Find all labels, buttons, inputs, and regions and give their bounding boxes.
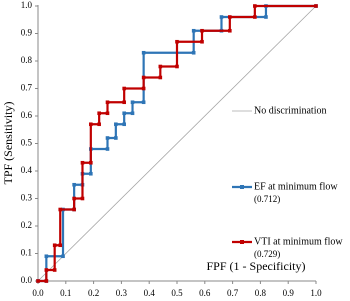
marker (175, 39, 179, 44)
legend-marker (240, 185, 244, 189)
legend-note: (0.712) (254, 194, 280, 204)
marker (61, 254, 65, 259)
marker (122, 86, 126, 91)
marker (200, 39, 204, 44)
marker (97, 111, 101, 116)
marker (158, 75, 163, 80)
marker (44, 279, 49, 283)
y-tick-label: 0.2 (21, 220, 32, 230)
marker (130, 111, 135, 116)
marker (44, 254, 49, 259)
y-tick-label: 0.3 (21, 193, 33, 203)
x-tick-label: 0.6 (199, 288, 211, 298)
x-tick-label: 0.2 (88, 288, 99, 298)
series-line (38, 4, 316, 283)
y-axis-title: TPF (Sensitivity) (1, 101, 15, 184)
x-tick-label: 0.7 (227, 288, 239, 298)
marker (105, 111, 110, 116)
marker (105, 100, 110, 105)
y-tick-label: 0.9 (21, 28, 33, 38)
marker (80, 196, 85, 201)
marker (141, 50, 146, 55)
marker (228, 15, 232, 19)
y-tick-label: 0.1 (21, 248, 32, 258)
y-tick-label: 0.7 (21, 83, 33, 93)
marker (52, 243, 57, 248)
marker (141, 75, 146, 80)
marker (36, 279, 40, 283)
marker (89, 160, 93, 165)
marker (219, 15, 224, 19)
y-tick-label: 0.5 (21, 138, 33, 148)
marker (253, 4, 257, 8)
marker (175, 64, 179, 69)
x-tick-label: 0.9 (283, 288, 295, 298)
y-tick-label: 0.8 (21, 55, 33, 65)
y-tick-label: 0.0 (21, 275, 33, 285)
legend-label: No discrimination (254, 105, 327, 116)
marker (105, 136, 110, 140)
marker (44, 268, 49, 272)
marker (253, 15, 257, 19)
marker (122, 122, 126, 127)
x-tick-label: 0.8 (255, 288, 267, 298)
marker (105, 147, 110, 151)
marker (314, 4, 318, 8)
legend-label: VTI at minimum flow (254, 236, 343, 247)
marker (141, 100, 146, 105)
legend-label: EF at minimum flow (254, 181, 338, 192)
marker (80, 160, 85, 165)
marker (72, 182, 76, 187)
marker (191, 28, 196, 33)
y-tick-label: 1.0 (21, 0, 33, 10)
series-line (37, 5, 317, 282)
marker (58, 243, 63, 248)
x-axis-title: FPF (1 - Specificity) (207, 259, 306, 273)
x-tick-label: 1.0 (310, 288, 322, 298)
x-tick-label: 0.0 (32, 288, 44, 298)
marker (122, 111, 126, 116)
marker (114, 122, 118, 127)
marker (141, 86, 146, 91)
marker (89, 122, 93, 127)
marker (191, 50, 196, 55)
x-tick-label: 0.5 (171, 288, 183, 298)
marker (264, 15, 268, 19)
x-tick-label: 0.3 (116, 288, 128, 298)
marker (228, 28, 232, 33)
marker (89, 171, 93, 176)
marker (200, 28, 204, 33)
marker (158, 64, 163, 69)
marker (58, 207, 63, 212)
y-tick-label: 0.6 (21, 110, 33, 120)
legend-note: (0.729) (254, 249, 280, 259)
marker (122, 100, 126, 105)
y-tick-label: 0.4 (21, 165, 33, 175)
marker (97, 122, 101, 127)
marker (130, 100, 135, 105)
marker (114, 136, 118, 140)
marker (52, 268, 57, 272)
x-tick-label: 0.4 (144, 288, 156, 298)
marker (72, 196, 76, 201)
x-tick-label: 0.1 (60, 288, 71, 298)
marker (72, 207, 76, 212)
legend-marker (240, 240, 244, 244)
